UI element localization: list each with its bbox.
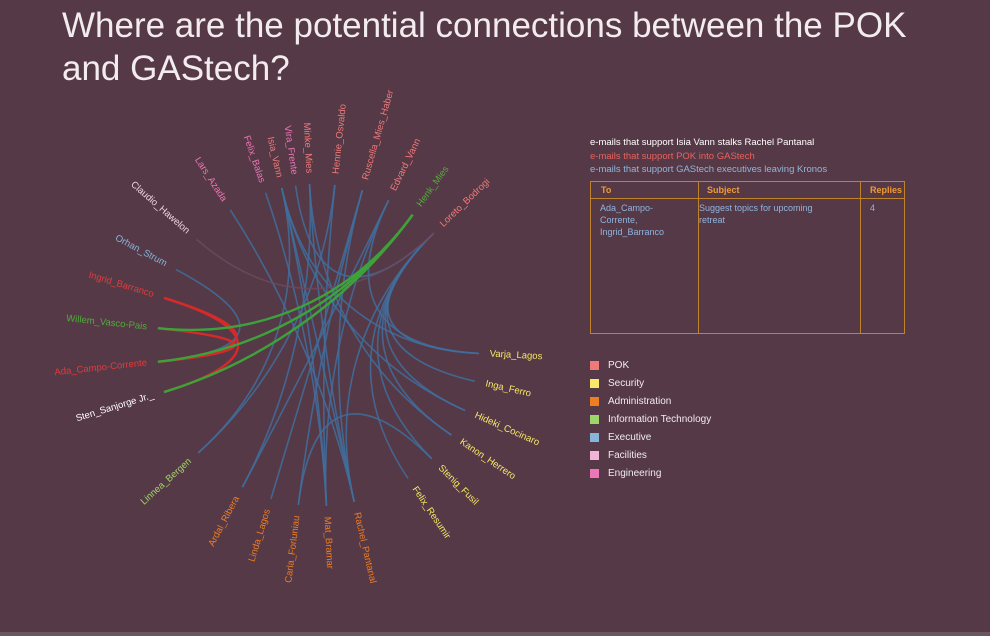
node-label[interactable]: Loreto_Bodrogi	[438, 176, 492, 229]
node-label[interactable]: Ada_Campo-Corrente	[54, 358, 148, 379]
node-label[interactable]: Felix_Balas	[241, 134, 267, 184]
legend-label: Security	[608, 378, 644, 389]
edge-link	[388, 233, 479, 353]
node-label[interactable]: Hennie_Osvaldo	[331, 104, 349, 175]
edge-layer	[158, 184, 479, 506]
key-pok-into-gastech: e-mails that support POK into GAStech	[590, 151, 755, 162]
table-header-subject: Subject	[707, 185, 740, 195]
key-executives-leaving: e-mails that support GAStech executives …	[590, 164, 827, 175]
legend-swatch	[590, 397, 599, 406]
legend-label: Facilities	[608, 450, 647, 461]
edge-link	[387, 233, 475, 381]
node-label[interactable]: Linnea_Bergen	[139, 456, 194, 507]
legend-label: POK	[608, 360, 629, 371]
node-label[interactable]: Ardal_Ribera	[206, 494, 242, 549]
legend-swatch	[590, 469, 599, 478]
node-label[interactable]: Claudio_Hawelon	[128, 179, 191, 236]
bottom-scroll-strip	[0, 632, 990, 636]
legend-swatch	[590, 379, 599, 388]
node-label[interactable]: Varja_Lagos	[489, 349, 542, 363]
node-label[interactable]: Lars_Azada	[192, 155, 229, 204]
legend-label: Engineering	[608, 468, 661, 479]
table-cell-replies: 4	[870, 202, 875, 214]
table-cell-subject-line: retreat	[699, 214, 857, 226]
legend-swatch	[590, 415, 599, 424]
edge-link	[385, 233, 465, 410]
legend-swatch	[590, 433, 599, 442]
node-label[interactable]: Vira_Frente	[282, 125, 300, 176]
table-cell-to-line: Ada_Campo-	[600, 202, 694, 214]
table-cell-to-line: Ingrid_Barranco	[600, 226, 694, 238]
node-label[interactable]: Orhan_Strum	[113, 233, 169, 270]
node-label[interactable]: Sten_Sanjorge Jr._	[75, 390, 156, 424]
table-header-replies: Replies	[870, 185, 902, 195]
node-label[interactable]: Mat_Bramar	[321, 516, 335, 569]
table-column-divider	[860, 182, 861, 333]
table-header-rule	[591, 198, 904, 199]
node-label[interactable]: Hideki_Cocinaro	[473, 410, 541, 448]
node-label[interactable]: Henk_Mies	[415, 164, 452, 209]
node-label[interactable]: Rachel_Pantanal	[351, 511, 378, 584]
node-label[interactable]: Ingrid_Barranco	[87, 270, 155, 300]
legend-label: Executive	[608, 432, 651, 443]
table-header-to: To	[601, 185, 611, 195]
node-label[interactable]: Carla_Forluniau	[283, 515, 302, 583]
node-label[interactable]: Felix_Resumir	[410, 485, 453, 541]
node-label[interactable]: Ruscella_Mies_Haber	[360, 89, 396, 181]
table-cell-subject[interactable]: Suggest topics for upcoming retreat	[699, 202, 857, 226]
node-label[interactable]: Kanon_Herrero	[458, 437, 518, 482]
legend-label: Administration	[608, 396, 671, 407]
legend-swatch	[590, 451, 599, 460]
table-cell-to[interactable]: Ada_Campo- Corrente, Ingrid_Barranco	[600, 202, 694, 238]
table-cell-to-line: Corrente,	[600, 214, 694, 226]
table-cell-subject-line: Suggest topics for upcoming	[699, 202, 857, 214]
node-label[interactable]: Linda_Lagos	[247, 508, 274, 563]
node-label[interactable]: Isia_Vann	[265, 136, 285, 179]
node-label[interactable]: Edvard_Vann	[388, 137, 423, 193]
node-label[interactable]: Inga_Ferro	[484, 378, 532, 399]
email-table: To Subject Replies Ada_Campo- Corrente, …	[590, 181, 905, 334]
edge-link	[326, 200, 389, 505]
key-isia-vann-stalks: e-mails that support Isia Vann stalks Ra…	[590, 137, 814, 148]
node-label[interactable]: Minke_Mies	[301, 122, 315, 173]
node-label[interactable]: Willem_Vasco-Pais	[66, 313, 148, 332]
legend-swatch	[590, 361, 599, 370]
node-label[interactable]: Stenig_Fusil	[436, 463, 481, 508]
legend-label: Information Technology	[608, 414, 711, 425]
